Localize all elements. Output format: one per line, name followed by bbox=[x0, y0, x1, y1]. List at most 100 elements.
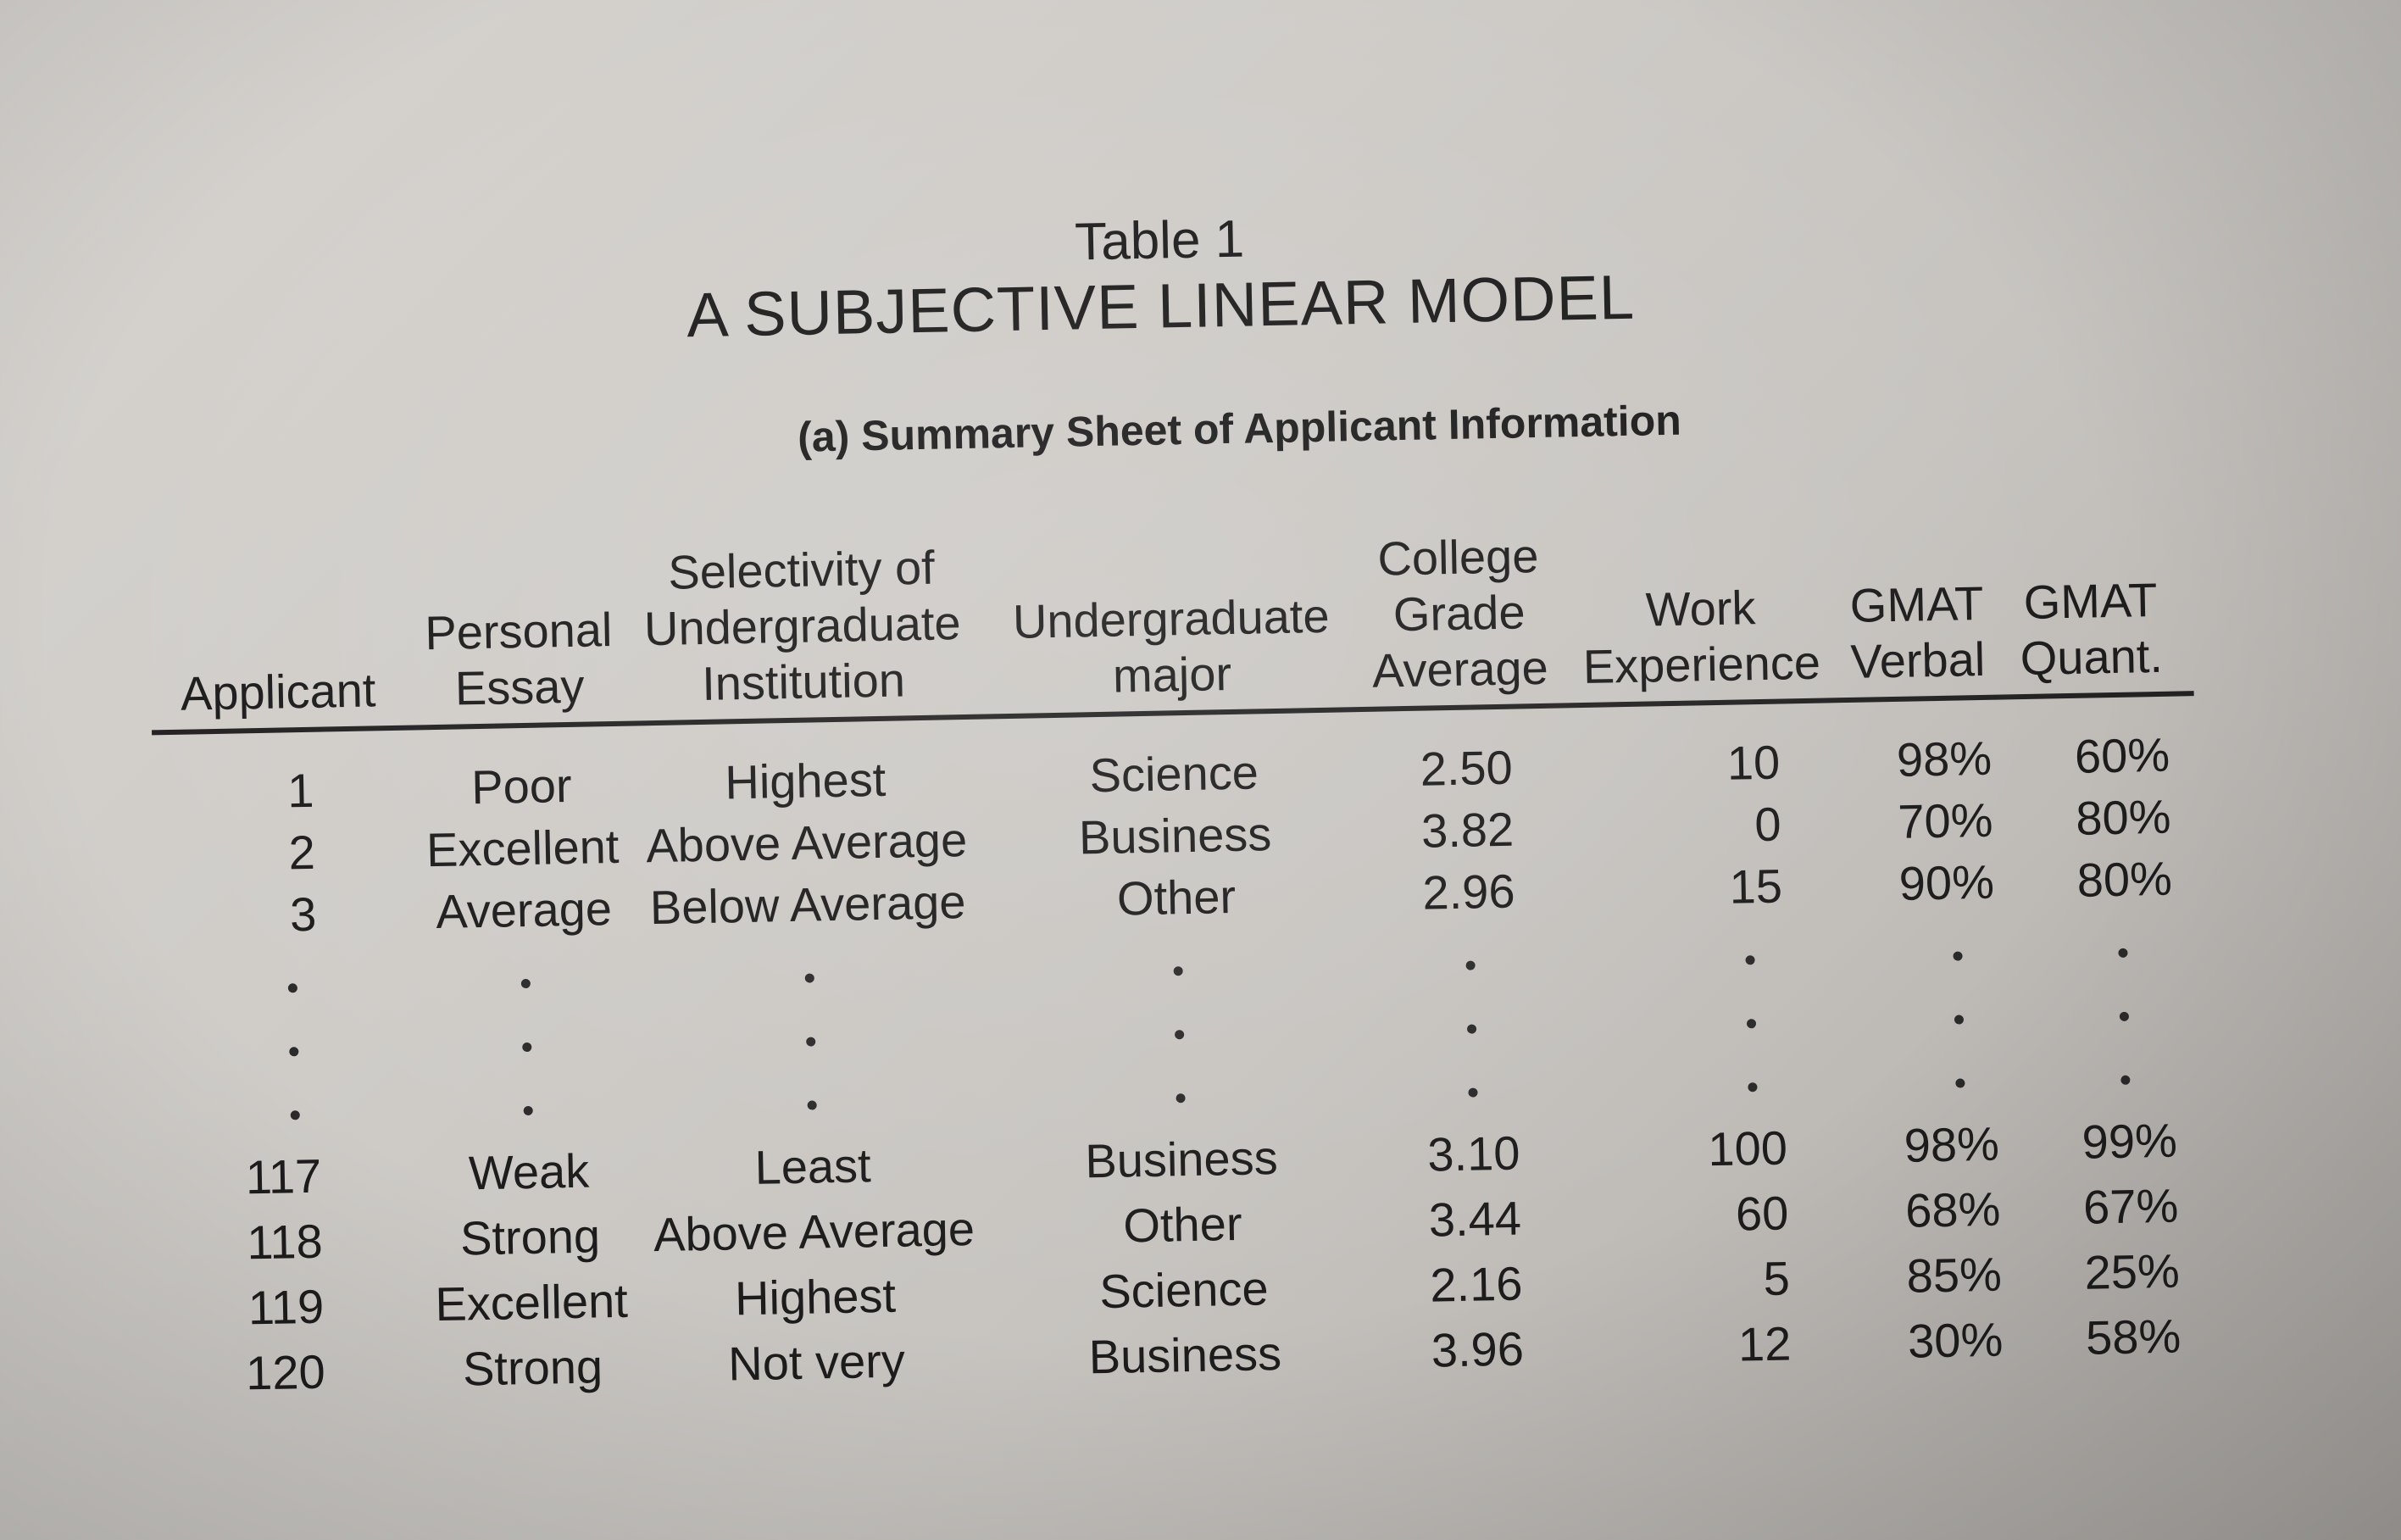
ellipsis-dot bbox=[807, 1100, 817, 1110]
cell-gmat-quant: 67% bbox=[2082, 1178, 2179, 1234]
cell-essay: Average bbox=[435, 881, 613, 939]
cell-gmat-quant: 99% bbox=[2081, 1113, 2178, 1169]
ellipsis-dot bbox=[1173, 966, 1183, 976]
header-line: major bbox=[1112, 646, 1232, 703]
cell-major: Science bbox=[1098, 1261, 1270, 1319]
cell-applicant: 3 bbox=[289, 887, 317, 942]
header-line: Experience bbox=[1582, 635, 1821, 693]
cell-major: Other bbox=[1122, 1196, 1243, 1253]
cell-gmat-verbal: 70% bbox=[1897, 792, 1994, 848]
ellipsis-dot bbox=[522, 1042, 532, 1053]
cell-selectivity: Not very bbox=[727, 1333, 906, 1391]
cell-work: 0 bbox=[1754, 797, 1782, 852]
ellipsis-applicant bbox=[0, 0, 2386, 1120]
ellipsis-dot bbox=[2120, 1075, 2131, 1085]
cell-gmat-verbal: 90% bbox=[1898, 854, 1995, 910]
cell-applicant: 117 bbox=[245, 1148, 322, 1204]
ellipsis-essay bbox=[0, 0, 2386, 1116]
cell-gpa: 2.50 bbox=[1420, 740, 1514, 796]
header-applicant: Applicant bbox=[168, 662, 389, 722]
table-subheading: (a) Summary Sheet of Applicant Informati… bbox=[797, 396, 1682, 461]
ellipsis-dot bbox=[520, 978, 531, 989]
ellipsis-dot bbox=[1175, 1030, 1185, 1040]
ellipsis-dot bbox=[2119, 1011, 2130, 1021]
cell-gpa: 3.44 bbox=[1428, 1191, 1522, 1247]
cell-gmat-verbal: 98% bbox=[1904, 1116, 2000, 1172]
header-line: Undergraduate bbox=[643, 596, 962, 656]
cell-gmat-quant: 80% bbox=[2076, 851, 2173, 907]
ellipsis-dot bbox=[1466, 1024, 1477, 1034]
cell-work: 15 bbox=[1729, 859, 1783, 914]
header-line: Institution bbox=[701, 653, 906, 710]
header-line: College bbox=[1376, 528, 1539, 586]
cell-selectivity: Least bbox=[753, 1138, 872, 1194]
ellipsis-work bbox=[0, 0, 2386, 1092]
cell-gmat-quant: 25% bbox=[2084, 1243, 2181, 1299]
ellipsis-major bbox=[0, 0, 2386, 1104]
ellipsis-dot bbox=[1748, 1082, 1758, 1092]
ellipsis-dot bbox=[1955, 1078, 1965, 1088]
cell-major: Business bbox=[1084, 1131, 1279, 1188]
cell-selectivity: Above Average bbox=[645, 812, 968, 873]
cell-gpa: 2.96 bbox=[1421, 864, 1516, 920]
ellipsis-dot bbox=[287, 983, 298, 993]
cell-applicant: 120 bbox=[245, 1344, 326, 1400]
header-line: Verbal bbox=[1849, 631, 1986, 688]
cell-work: 60 bbox=[1735, 1186, 1789, 1241]
cell-gpa: 3.96 bbox=[1431, 1321, 1525, 1377]
header-gmat-quant: GMAT Quant. bbox=[2005, 572, 2176, 687]
cell-essay: Weak bbox=[468, 1143, 590, 1200]
header-line: GMAT bbox=[2023, 572, 2158, 629]
header-line: Personal bbox=[424, 602, 613, 660]
ellipsis-dot bbox=[1954, 1015, 1965, 1025]
cell-gmat-quant: 58% bbox=[2085, 1309, 2181, 1365]
cell-essay: Excellent bbox=[434, 1273, 629, 1332]
cell-applicant: 119 bbox=[247, 1279, 325, 1335]
cell-selectivity: Highest bbox=[734, 1268, 897, 1326]
ellipsis-dot bbox=[804, 973, 814, 983]
header-line: Grade bbox=[1392, 585, 1526, 642]
header-line: Average bbox=[1371, 640, 1549, 698]
ellipsis-dot bbox=[1745, 955, 1755, 965]
cell-major: Other bbox=[1116, 869, 1237, 926]
header-gmat-verbal: GMAT Verbal bbox=[1836, 575, 1998, 691]
cell-gmat-verbal: 30% bbox=[1907, 1312, 2004, 1368]
cell-gmat-quant: 60% bbox=[2074, 727, 2170, 783]
ellipsis-dot bbox=[1465, 960, 1476, 970]
header-line: GMAT bbox=[1849, 575, 1984, 632]
ellipsis-gmat-quant bbox=[0, 0, 2386, 1085]
cell-gpa: 3.82 bbox=[1420, 802, 1515, 858]
cell-gmat-verbal: 85% bbox=[1906, 1247, 2003, 1303]
cell-work: 5 bbox=[1763, 1251, 1791, 1306]
header-personal-essay: Personal Essay bbox=[403, 602, 634, 718]
cell-work: 12 bbox=[1737, 1316, 1792, 1371]
cell-work: 10 bbox=[1726, 735, 1781, 790]
cell-major: Business bbox=[1078, 807, 1272, 865]
cell-gpa: 3.10 bbox=[1426, 1126, 1521, 1181]
cell-essay: Strong bbox=[462, 1339, 603, 1396]
cell-major: Business bbox=[1088, 1326, 1282, 1384]
header-work-experience: Work Experience bbox=[1573, 578, 1829, 695]
header-college-grade-average: College Grade Average bbox=[1352, 527, 1567, 699]
ellipsis-dot bbox=[289, 1047, 299, 1057]
header-line: Work bbox=[1645, 581, 1757, 637]
ellipsis-dot bbox=[1175, 1093, 1186, 1104]
cell-selectivity: Above Average bbox=[653, 1201, 975, 1262]
cell-applicant: 1 bbox=[286, 763, 315, 818]
cell-selectivity: Below Average bbox=[649, 875, 966, 935]
ellipsis-dot bbox=[523, 1105, 533, 1116]
ellipsis-dot bbox=[2118, 948, 2128, 958]
cell-major: Science bbox=[1089, 745, 1259, 803]
header-line: Essay bbox=[454, 659, 585, 715]
ellipsis-dot bbox=[1746, 1019, 1757, 1029]
ellipsis-dot bbox=[290, 1110, 300, 1120]
cell-gmat-verbal: 68% bbox=[1904, 1181, 2001, 1237]
header-selectivity: Selectivity of Undergraduate Institution bbox=[640, 539, 965, 713]
cell-gmat-verbal: 98% bbox=[1896, 731, 1992, 787]
header-undergraduate-major: Undergraduate major bbox=[997, 587, 1346, 706]
ellipsis-dot bbox=[1468, 1087, 1478, 1098]
cell-essay: Strong bbox=[459, 1209, 601, 1265]
ellipsis-dot bbox=[806, 1037, 816, 1047]
